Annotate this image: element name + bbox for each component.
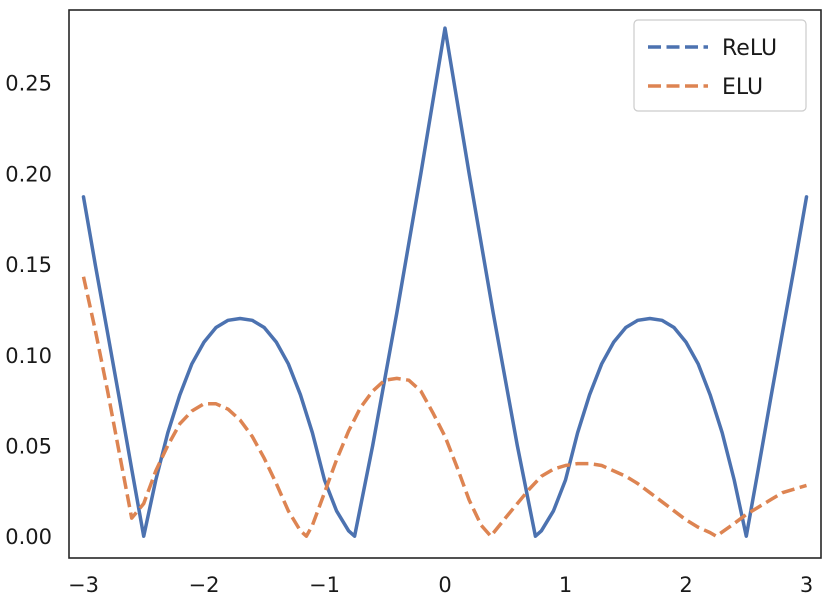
legend-label-elu: ELU: [722, 75, 763, 100]
y-tick-label: 0.00: [5, 525, 52, 549]
legend: ReLU ELU: [633, 19, 807, 112]
x-tick-label: −3: [68, 573, 99, 597]
y-axis-ticks: 0.00 0.05 0.10 0.15 0.20 0.25: [5, 72, 52, 550]
y-tick-label: 0.05: [5, 435, 52, 459]
y-tick-label: 0.10: [5, 344, 52, 368]
x-tick-label: 3: [800, 573, 813, 597]
plot-frame: [68, 9, 822, 559]
y-tick-label: 0.15: [5, 253, 52, 277]
x-tick-label: 2: [679, 573, 692, 597]
x-tick-label: 0: [438, 573, 451, 597]
series-layer: [81, 26, 809, 538]
series-line-elu: [81, 276, 808, 538]
x-tick-label: −1: [309, 573, 340, 597]
x-axis-ticks: −3 −2 −1 0 1 2 3: [68, 573, 813, 597]
legend-box: [633, 19, 807, 112]
y-tick-label: 0.25: [5, 72, 52, 96]
y-tick-label: 0.20: [5, 162, 52, 186]
series-line-relu: [81, 26, 809, 538]
x-tick-label: 1: [559, 573, 572, 597]
x-tick-label: −2: [189, 573, 220, 597]
legend-label-relu: ReLU: [722, 36, 777, 61]
